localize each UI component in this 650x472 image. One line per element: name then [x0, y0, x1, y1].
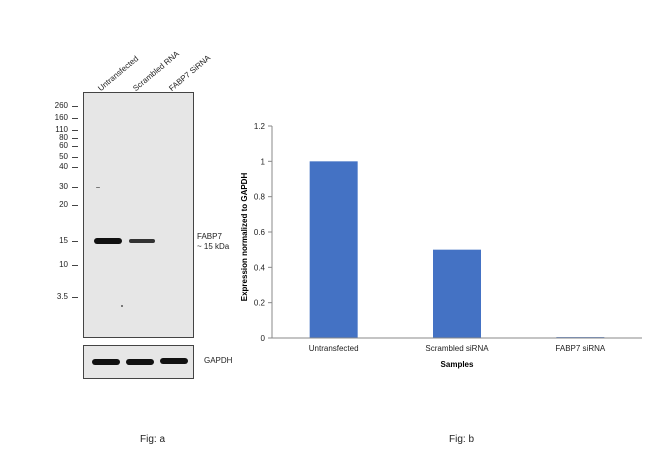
gapdh-band: [92, 359, 120, 365]
marker-tick: [72, 130, 78, 131]
gapdh-band: [126, 359, 154, 365]
marker-tick: [72, 265, 78, 266]
marker-label: 260: [54, 101, 68, 110]
marker-tick: [72, 157, 78, 158]
marker-tick: [72, 138, 78, 139]
band-label-size: ~ 15 kDa: [197, 242, 230, 251]
marker-label: 160: [54, 113, 68, 122]
marker-label: 15: [59, 236, 68, 245]
marker-tick: [72, 106, 78, 107]
y-tick-label: 0.2: [254, 299, 266, 308]
y-tick-label: 0.6: [254, 228, 266, 237]
fabp7-blot-image: [83, 92, 194, 338]
y-tick-label: 1.2: [254, 122, 266, 131]
marker-label: 3.5: [56, 292, 68, 301]
x-tick-label: Scrambled siRNA: [425, 344, 489, 353]
marker-label: 20: [59, 200, 68, 209]
marker-label: 10: [59, 260, 68, 269]
blot-speck: [121, 305, 123, 307]
bar: [309, 161, 358, 338]
marker-label: 110: [55, 125, 68, 134]
x-axis-title: Samples: [441, 360, 474, 369]
marker-label: 40: [59, 162, 68, 171]
band-untransfected: [94, 238, 122, 244]
marker-tick: [72, 146, 78, 147]
gapdh-band: [160, 358, 188, 364]
band-scrambled: [129, 239, 155, 243]
figure-a-caption: Fig: a: [140, 434, 166, 445]
x-tick-label: FABP7 siRNA: [555, 344, 605, 353]
bar: [433, 249, 481, 338]
bars: [309, 161, 605, 338]
marker-tick: [72, 205, 78, 206]
figure-b-caption: Fig: b: [449, 434, 475, 445]
marker-tick: [72, 297, 78, 298]
marker-tick: [72, 187, 78, 188]
loading-control-label: GAPDH: [204, 356, 233, 365]
marker-label: 30: [59, 182, 68, 191]
blot-speck: [96, 187, 100, 188]
gapdh-blot-image: [83, 345, 194, 379]
x-tick-label: Untransfected: [309, 344, 359, 353]
y-tick-label: 1: [261, 157, 266, 166]
marker-label: 50: [59, 152, 68, 161]
y-tick-label: 0.8: [254, 193, 266, 202]
marker-label: 80: [59, 133, 68, 142]
marker-tick: [72, 241, 78, 242]
band-label-fabp7: FABP7: [197, 232, 222, 241]
marker-tick: [72, 167, 78, 168]
marker-tick: [72, 118, 78, 119]
y-axis: 0 0.2 0.4 0.6 0.8 1 1.2: [254, 122, 273, 343]
y-tick-label: 0: [261, 334, 266, 343]
x-axis: Untransfected Scrambled siRNA FABP7 siRNA: [272, 337, 642, 353]
y-axis-title: Expression normalized to GAPDH: [240, 173, 249, 302]
y-tick-label: 0.4: [254, 263, 266, 272]
marker-label: 60: [59, 141, 68, 150]
